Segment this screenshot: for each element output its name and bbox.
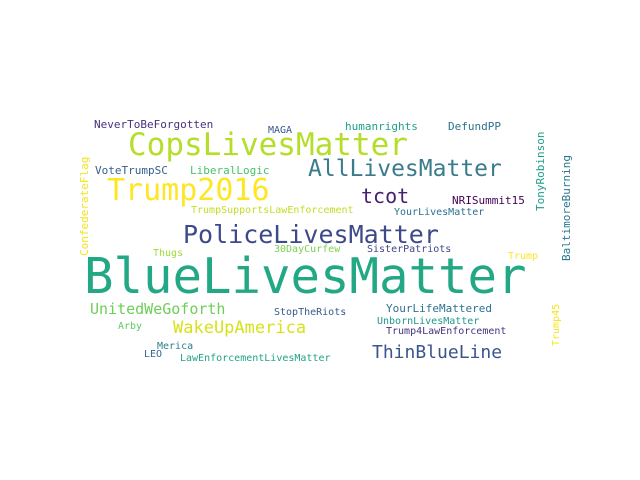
word-bluelivesmatter: BlueLivesMatter bbox=[84, 248, 527, 305]
word-trump2016: Trump2016 bbox=[107, 173, 270, 208]
word-yourlifemattered: YourLifeMattered bbox=[386, 302, 492, 315]
word-stoptheriots: StopTheRiots bbox=[274, 307, 347, 318]
word-yourlivesmatter: YourLivesMatter bbox=[394, 207, 485, 218]
word-leo: LEO bbox=[144, 349, 163, 360]
word-sisterpatriots: SisterPatriots bbox=[367, 244, 452, 255]
word-policelivesmatter: PoliceLivesMatter bbox=[183, 220, 439, 249]
word-thinblueline: ThinBlueLine bbox=[372, 342, 503, 363]
word-defundpp: DefundPP bbox=[448, 120, 501, 133]
word-trump45: Trump45 bbox=[551, 303, 562, 346]
word-trump: Trump bbox=[508, 251, 539, 262]
word-maga: MAGA bbox=[268, 125, 293, 136]
word-nrisummit15: NRISummit15 bbox=[452, 194, 525, 207]
word-tcot: tcot bbox=[361, 184, 410, 208]
word-liberallogic: LiberalLogic bbox=[190, 164, 270, 177]
word-unbornlivesmatter: UnbornLivesMatter bbox=[377, 316, 480, 327]
word-thugs: Thugs bbox=[153, 248, 184, 259]
word-unitedwegoforth: UnitedWeGoforth bbox=[90, 300, 226, 318]
word-baltimoreburning: BaltimoreBurning bbox=[560, 155, 573, 261]
word-votetrumpsc: VoteTrumpSC bbox=[95, 164, 168, 177]
word-humanrights: humanrights bbox=[345, 120, 418, 133]
word-arby: Arby bbox=[118, 321, 143, 332]
word-copslivesmatter: CopsLivesMatter bbox=[128, 127, 408, 163]
word-wakeupamerica: WakeUpAmerica bbox=[173, 318, 307, 338]
word-30daycurfew: 30DayCurfew bbox=[274, 244, 341, 255]
word-tonyrobinson: TonyRobinson bbox=[534, 131, 547, 211]
word-merica: Merica bbox=[157, 341, 194, 352]
word-trump4lawenforcement: Trump4LawEnforcement bbox=[386, 326, 507, 337]
word-alllivesmatter: AllLivesMatter bbox=[308, 156, 502, 182]
word-confederateflag: ConfederateFlag bbox=[78, 156, 91, 256]
word-nevertobeforgotten: NeverToBeForgotten bbox=[94, 118, 214, 131]
word-lawenforcementlivesmatter: LawEnforcementLivesMatter bbox=[180, 353, 331, 364]
word-trumpsupportslawenforcement: TrumpSupportsLawEnforcement bbox=[191, 205, 354, 216]
